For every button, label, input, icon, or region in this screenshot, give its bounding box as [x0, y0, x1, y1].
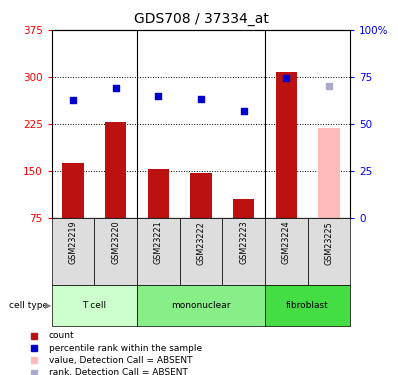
- Text: GSM23225: GSM23225: [324, 221, 334, 265]
- Bar: [190, 172, 212, 217]
- Text: fibroblast: fibroblast: [286, 301, 329, 310]
- Point: [155, 93, 162, 99]
- Point: [70, 97, 76, 103]
- Point: [240, 108, 247, 114]
- Title: GDS708 / 37334_at: GDS708 / 37334_at: [134, 12, 268, 26]
- Point: [198, 96, 204, 102]
- Bar: [179, 217, 222, 285]
- Point: [283, 75, 289, 81]
- Bar: [105, 122, 127, 218]
- Bar: [308, 217, 350, 285]
- Bar: [148, 169, 169, 217]
- Text: GSM23220: GSM23220: [111, 221, 120, 264]
- Text: cell type: cell type: [9, 301, 48, 310]
- Bar: [52, 285, 137, 326]
- Text: GSM23219: GSM23219: [68, 221, 78, 264]
- Bar: [137, 285, 265, 326]
- Text: GSM23222: GSM23222: [197, 221, 205, 265]
- Bar: [233, 199, 254, 217]
- Text: GSM23224: GSM23224: [282, 221, 291, 264]
- Bar: [265, 217, 308, 285]
- Bar: [318, 128, 339, 217]
- Bar: [265, 285, 350, 326]
- Text: GSM23221: GSM23221: [154, 221, 163, 264]
- Bar: [52, 217, 94, 285]
- Bar: [62, 162, 84, 218]
- Text: ▶: ▶: [45, 301, 51, 310]
- Text: value, Detection Call = ABSENT: value, Detection Call = ABSENT: [49, 356, 192, 365]
- Text: GSM23223: GSM23223: [239, 221, 248, 264]
- Bar: [275, 72, 297, 217]
- Bar: [94, 217, 137, 285]
- Text: rank, Detection Call = ABSENT: rank, Detection Call = ABSENT: [49, 368, 187, 375]
- Bar: [137, 217, 179, 285]
- Text: T cell: T cell: [82, 301, 106, 310]
- Text: mononuclear: mononuclear: [171, 301, 231, 310]
- Text: count: count: [49, 332, 74, 340]
- Text: percentile rank within the sample: percentile rank within the sample: [49, 344, 202, 352]
- Point: [113, 84, 119, 90]
- Point: [326, 83, 332, 89]
- Bar: [222, 217, 265, 285]
